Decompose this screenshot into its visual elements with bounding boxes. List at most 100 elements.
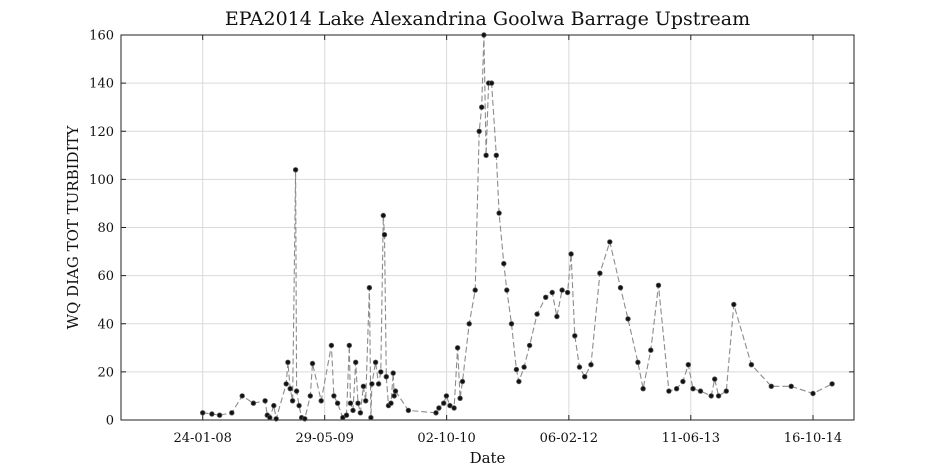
data-point — [534, 311, 540, 317]
data-point — [690, 386, 696, 392]
data-point — [488, 80, 495, 86]
data-point — [372, 359, 379, 365]
data-point — [209, 411, 215, 417]
data-point — [347, 400, 354, 406]
data-point — [459, 378, 466, 385]
data-point — [199, 410, 206, 416]
data-point — [712, 376, 718, 382]
data-point — [680, 378, 686, 385]
data-point — [250, 400, 257, 406]
data-point — [443, 393, 450, 399]
series-layer — [199, 32, 835, 422]
data-point — [392, 388, 399, 394]
data-point — [466, 321, 472, 327]
data-point — [289, 398, 296, 404]
data-point — [447, 402, 453, 409]
data-point — [267, 414, 273, 421]
data-point — [436, 405, 442, 411]
data-point — [617, 285, 624, 291]
data-point — [576, 364, 583, 370]
data-point — [216, 412, 223, 418]
data-point — [521, 364, 527, 370]
data-point — [363, 398, 369, 404]
data-point — [366, 285, 373, 291]
data-point — [391, 393, 397, 399]
data-point — [368, 414, 374, 421]
data-point — [673, 386, 680, 392]
data-point — [309, 360, 316, 367]
data-point — [433, 410, 439, 416]
data-point — [262, 398, 268, 404]
data-point — [287, 386, 293, 392]
data-point — [607, 239, 613, 245]
data-point — [549, 289, 555, 296]
data-point — [318, 398, 324, 404]
x-tick-label: 06-02-12 — [540, 431, 598, 446]
data-point — [378, 369, 384, 375]
data-point — [588, 362, 594, 368]
data-point — [496, 210, 502, 216]
data-point — [388, 400, 394, 406]
data-point — [273, 416, 279, 422]
data-point — [543, 294, 549, 300]
data-point — [355, 400, 361, 406]
data-point — [666, 388, 672, 394]
data-point — [472, 287, 478, 293]
data-point — [635, 359, 641, 365]
data-point — [559, 287, 565, 293]
data-point — [788, 383, 794, 389]
data-point — [829, 381, 835, 387]
data-point — [239, 393, 245, 399]
plot-frame — [120, 34, 855, 421]
data-point — [655, 282, 662, 288]
data-point — [380, 212, 386, 219]
y-axis-label: WQ DIAG TOT TURBIDITY — [64, 124, 82, 329]
data-point — [292, 167, 299, 173]
data-point — [708, 393, 714, 399]
data-point — [479, 104, 485, 110]
y-tick-label: 140 — [89, 77, 114, 92]
grid-layer — [121, 34, 854, 421]
data-point — [640, 386, 646, 392]
x-ticks: 24-01-08 29-05-09 02-10-10 06-02-12 11-06-13… — [174, 35, 842, 446]
y-tick-label: 60 — [97, 269, 114, 284]
data-point — [685, 362, 691, 368]
data-point — [383, 374, 389, 380]
data-point — [723, 388, 729, 394]
data-point — [648, 347, 654, 353]
chart-title: EPA2014 Lake Alexandrina Goolwa Barrage … — [225, 8, 750, 30]
data-point — [748, 362, 755, 368]
data-point — [568, 251, 574, 257]
data-point — [360, 383, 367, 389]
data-point — [508, 321, 515, 327]
data-point — [501, 260, 507, 267]
x-axis-label: Date — [470, 449, 506, 467]
x-tick-label: 02-10-10 — [417, 431, 475, 446]
data-point — [346, 342, 352, 349]
data-point — [293, 388, 300, 394]
y-tick-label: 0 — [106, 414, 114, 429]
data-point — [283, 381, 289, 387]
series-line — [202, 34, 833, 420]
y-tick-label: 20 — [97, 365, 114, 380]
data-point — [516, 378, 522, 385]
x-tick-label: 29-05-09 — [295, 431, 353, 446]
data-point — [554, 313, 560, 320]
data-point — [296, 402, 302, 409]
data-point — [334, 400, 341, 406]
x-tick-label: 11-06-13 — [662, 431, 720, 446]
data-point — [572, 333, 578, 339]
data-point — [504, 287, 510, 293]
data-point — [350, 407, 356, 414]
data-point — [381, 231, 388, 238]
data-point — [476, 128, 482, 134]
data-point — [441, 400, 447, 406]
data-point — [481, 32, 487, 38]
data-point — [343, 412, 350, 418]
y-tick-label: 100 — [89, 173, 114, 188]
data-point — [302, 416, 308, 422]
data-point — [405, 407, 412, 414]
data-point — [483, 152, 489, 158]
x-tick-label: 24-01-08 — [174, 431, 232, 446]
data-point — [454, 345, 461, 351]
